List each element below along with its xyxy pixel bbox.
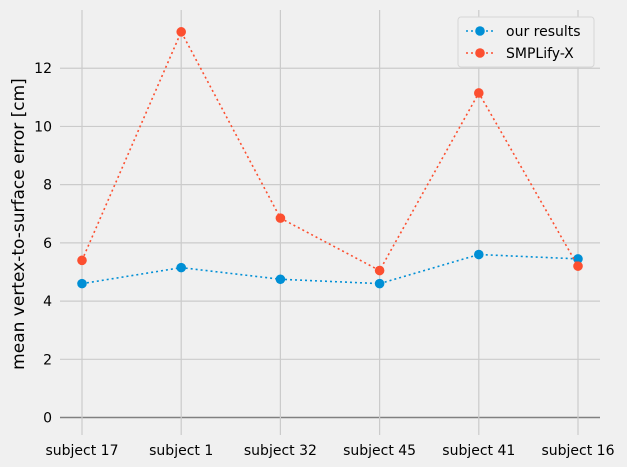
legend: our results SMPLify-X <box>457 16 595 68</box>
data-point <box>374 265 385 276</box>
x-tick-label: subject 45 <box>343 443 416 459</box>
y-tick-label: 6 <box>43 236 52 252</box>
y-tick-label: 2 <box>43 352 52 368</box>
y-tick-label: 4 <box>43 294 52 310</box>
y-axis-label: mean vertex-to-surface error [cm] <box>9 78 29 370</box>
data-point <box>77 278 87 289</box>
x-tick-label: subject 17 <box>45 443 118 459</box>
data-point <box>573 254 583 264</box>
series-layer <box>77 27 583 289</box>
y-tick-label: 12 <box>34 61 52 77</box>
series-our-results <box>77 249 583 289</box>
y-tick-label: 10 <box>34 119 52 135</box>
x-tick-labels: subject 17 subject 1 subject 32 subject 45 s… <box>45 443 614 459</box>
data-point <box>275 274 286 285</box>
x-tick-label: subject 41 <box>442 443 515 459</box>
data-point <box>77 255 87 266</box>
data-point <box>176 262 186 273</box>
data-point <box>374 278 385 289</box>
data-point <box>474 249 484 260</box>
y-tick-labels: 0 2 4 6 8 10 12 <box>34 61 52 426</box>
series-line <box>81 253 579 285</box>
legend-box <box>457 16 595 68</box>
grid <box>60 10 600 435</box>
legend-marker <box>475 48 485 58</box>
data-point <box>573 261 583 271</box>
legend-marker <box>475 26 485 36</box>
data-point <box>474 88 484 98</box>
y-tick-label: 0 <box>43 411 52 427</box>
legend-label: SMPLify-X <box>506 46 574 62</box>
legend-label: our results <box>506 24 581 40</box>
data-point <box>275 213 286 223</box>
y-tick-label: 8 <box>43 178 52 194</box>
series-line <box>81 29 579 272</box>
data-point <box>176 27 186 37</box>
x-tick-label: subject 32 <box>244 443 317 459</box>
series-smplify-x <box>77 27 583 276</box>
x-tick-label: subject 16 <box>541 443 614 459</box>
x-tick-label: subject 1 <box>149 443 213 459</box>
